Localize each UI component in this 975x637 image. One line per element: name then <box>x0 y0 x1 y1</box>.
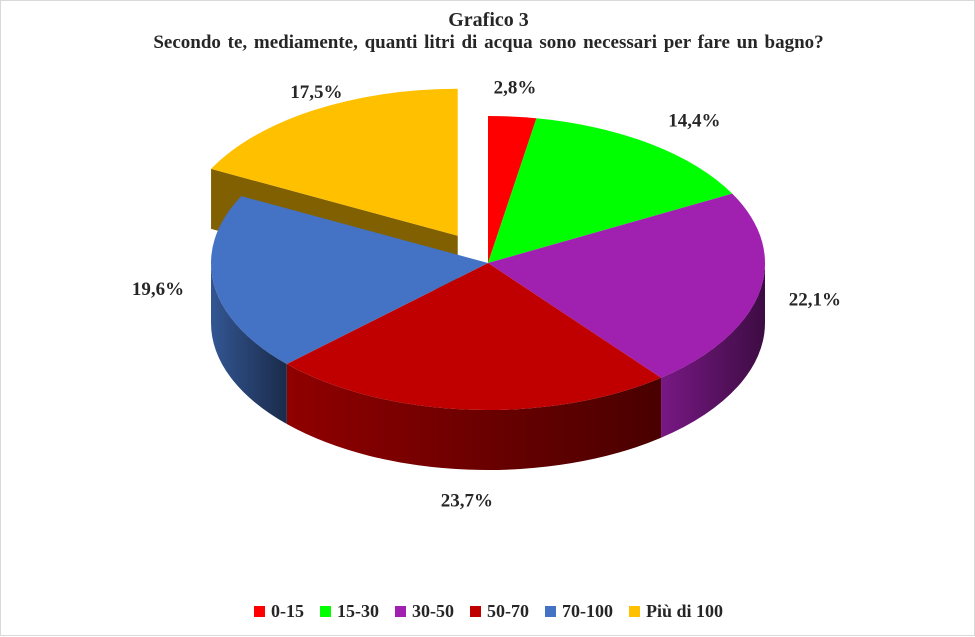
data-labels: 2,8% 14,4% 22,1% 23,7% 19,6% 17,5% <box>132 78 841 512</box>
data-label-50-70: 23,7% <box>441 491 493 512</box>
data-label-0-15: 2,8% <box>494 78 537 99</box>
slice-pi-di-100 <box>211 88 458 236</box>
slice-0-15 <box>488 116 537 263</box>
legend-label: 70-100 <box>561 601 613 621</box>
legend-swatch <box>544 606 556 617</box>
legend-item: 15-30 <box>319 601 379 622</box>
slice-70-100 <box>210 196 488 365</box>
pie-sides <box>211 263 765 470</box>
data-label-pi-di-100: 17,5% <box>290 82 342 103</box>
legend-item: Più di 100 <box>628 601 724 622</box>
slice-side-50-70 <box>286 364 662 470</box>
chart-subtitle: Secondo te, mediamente, quanti litri di … <box>153 32 824 53</box>
legend-label: 0-15 <box>270 601 304 621</box>
slice-side-30-50 <box>661 263 765 438</box>
pie-tops <box>210 88 766 410</box>
legend-swatch <box>319 606 331 617</box>
slice-15-30 <box>488 118 733 263</box>
slice-side-70-100 <box>211 263 287 425</box>
chart-legend: 0-15 15-30 30-50 50-70 70-100 Più di 100 <box>1 601 975 622</box>
data-label-30-50: 22,1% <box>789 290 841 311</box>
legend-swatch <box>469 606 481 617</box>
slice-50-70 <box>286 263 662 410</box>
legend-item: 30-50 <box>394 601 454 622</box>
legend-swatch <box>253 606 265 617</box>
legend-label: 50-70 <box>486 601 529 621</box>
legend-item: 50-70 <box>469 601 529 622</box>
legend-label: Più di 100 <box>645 601 724 621</box>
data-label-70-100: 19,6% <box>132 279 184 300</box>
slice-30-50 <box>488 193 766 378</box>
data-label-15-30: 14,4% <box>668 111 720 132</box>
chart-title-block: Grafico 3 Secondo te, mediamente, quanti… <box>1 9 975 55</box>
legend-label: 15-30 <box>336 601 379 621</box>
legend-label: 30-50 <box>411 601 454 621</box>
chart-title: Grafico 3 <box>448 9 529 31</box>
legend-item: 70-100 <box>544 601 613 622</box>
legend-swatch <box>628 606 640 617</box>
legend-swatch <box>394 606 406 617</box>
legend-item: 0-15 <box>253 601 304 622</box>
